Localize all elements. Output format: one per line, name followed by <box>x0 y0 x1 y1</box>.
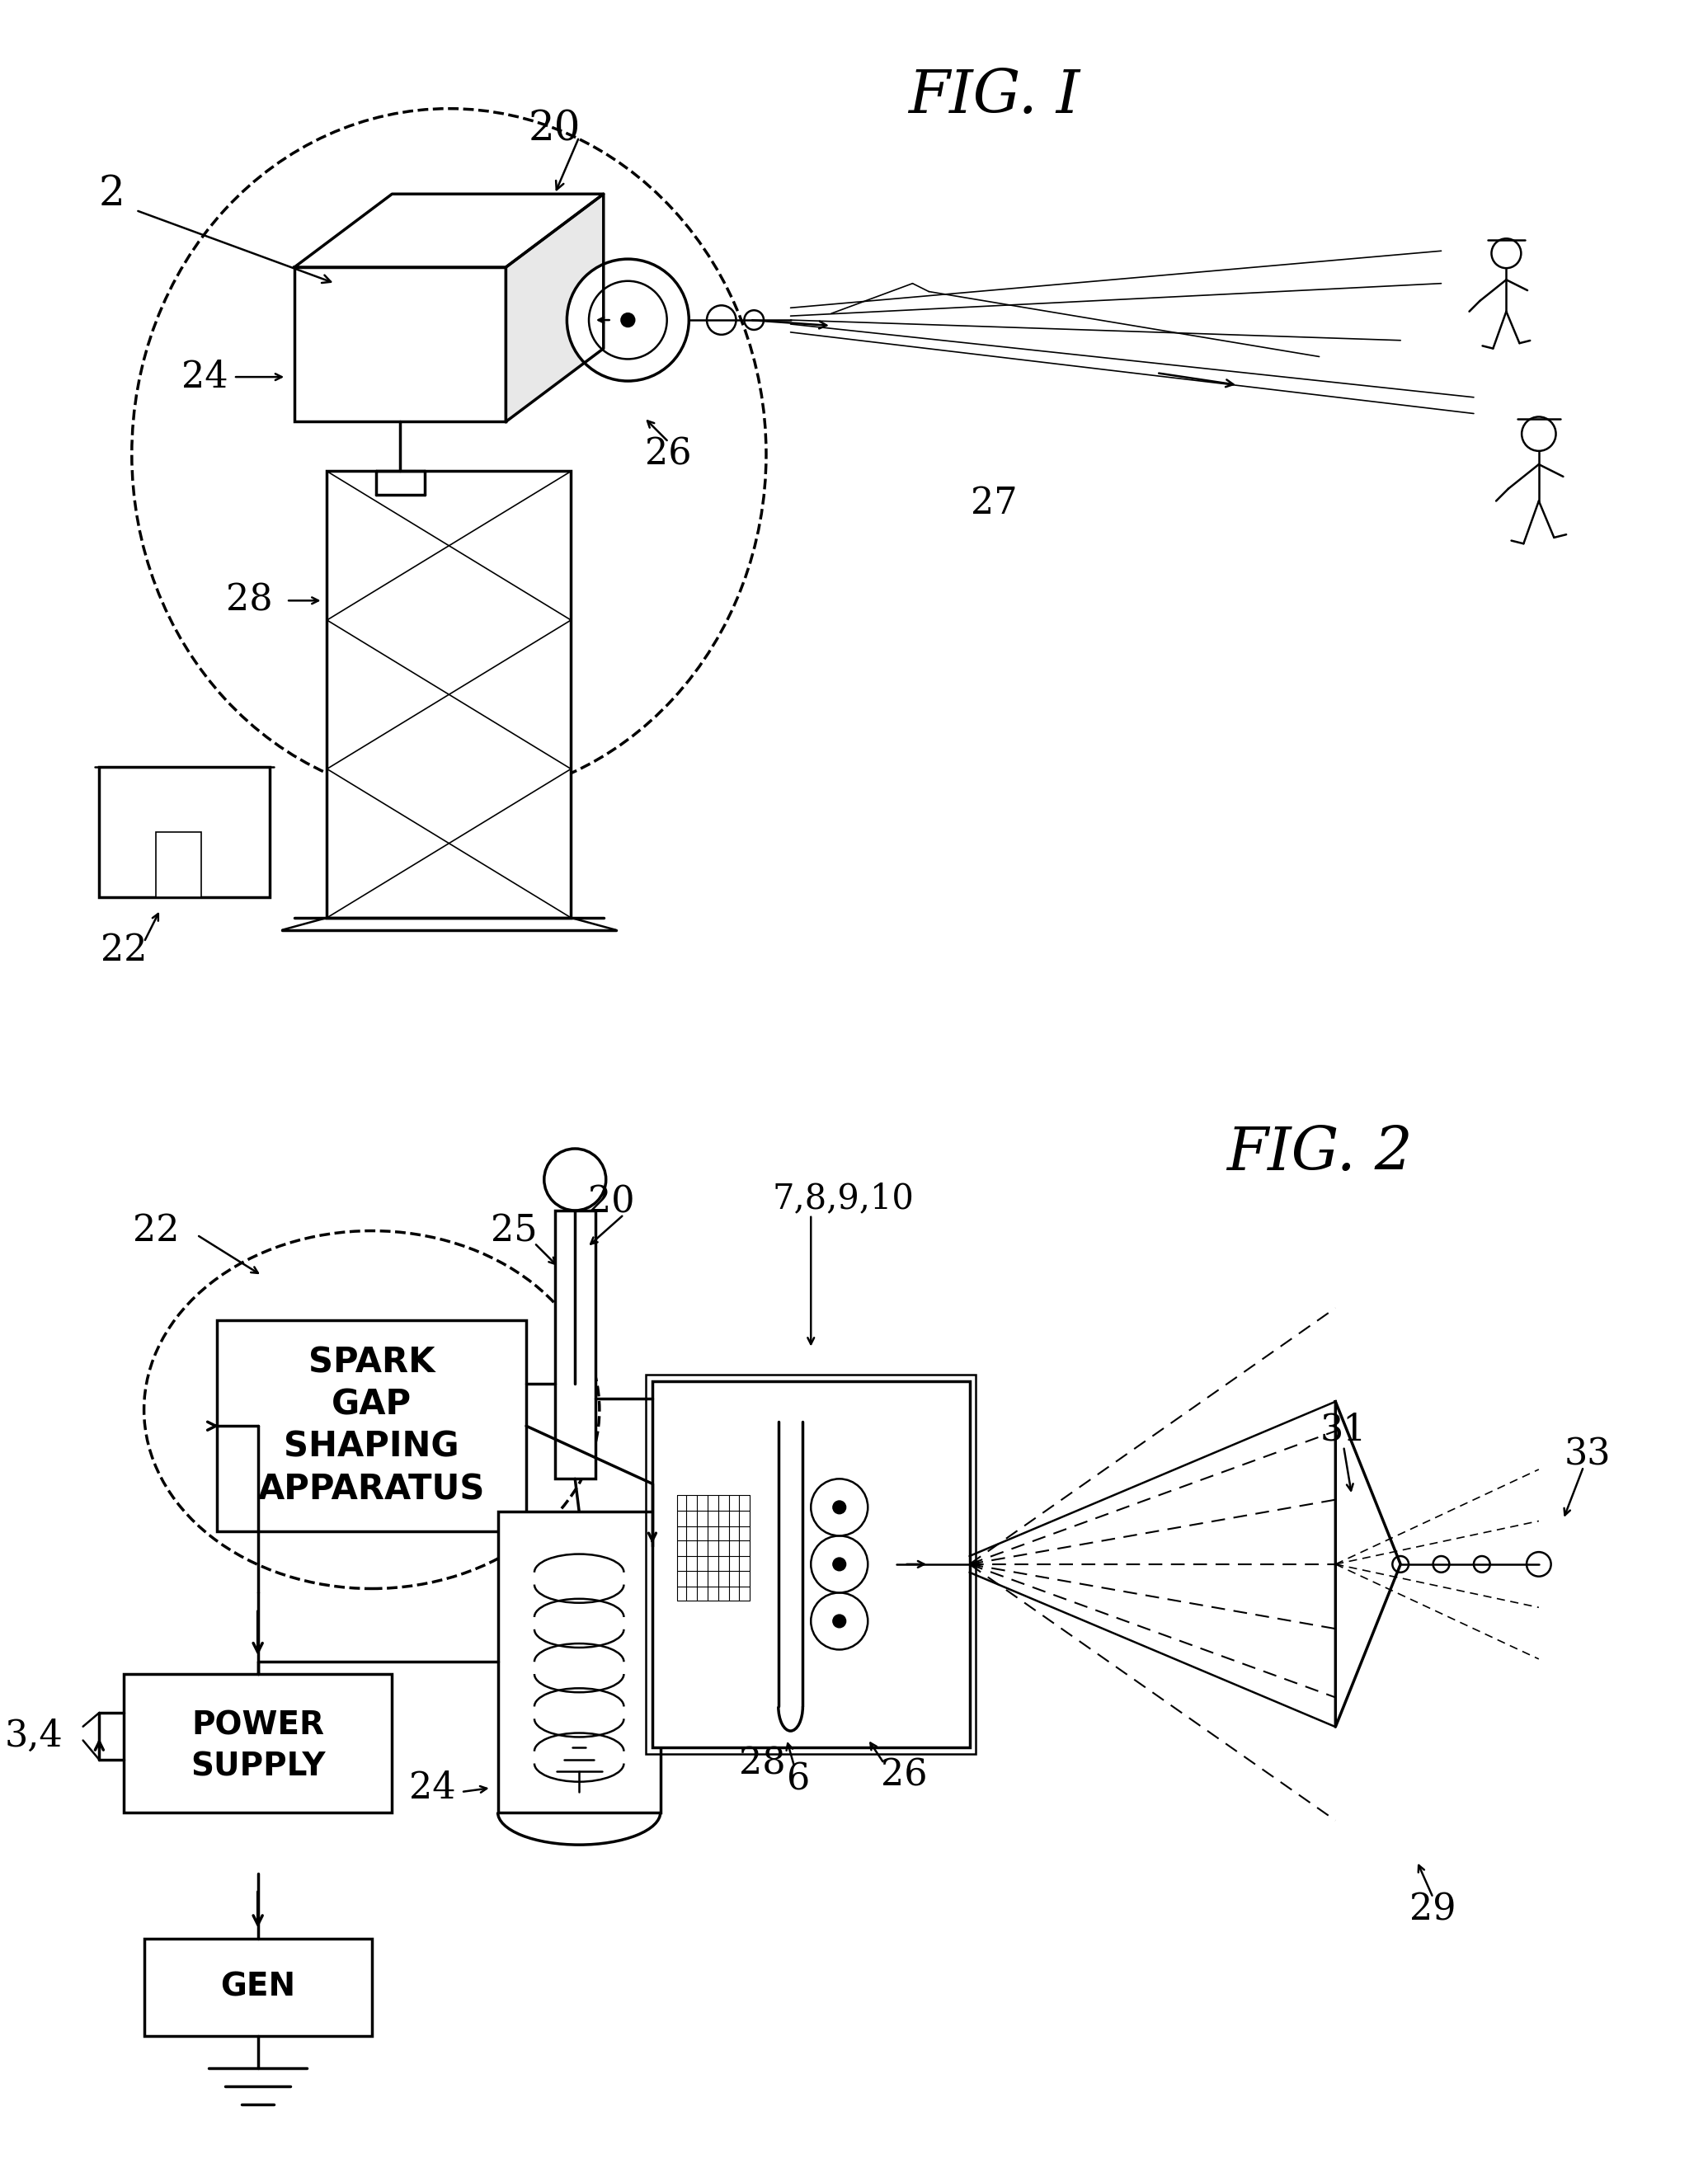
Text: 22: 22 <box>101 932 147 969</box>
Circle shape <box>707 305 736 335</box>
Text: POWER: POWER <box>191 1709 325 1742</box>
Circle shape <box>545 1149 606 1210</box>
Text: 7,8,9,10: 7,8,9,10 <box>772 1180 914 1215</box>
Bar <box>155 832 202 897</box>
Text: 6: 6 <box>787 1761 810 1798</box>
Text: 27: 27 <box>970 485 1018 520</box>
Circle shape <box>1527 1552 1551 1576</box>
Circle shape <box>1474 1557 1489 1572</box>
Circle shape <box>834 1500 845 1513</box>
Polygon shape <box>506 194 603 422</box>
Circle shape <box>622 313 634 327</box>
Text: APPARATUS: APPARATUS <box>258 1472 485 1506</box>
Circle shape <box>1433 1557 1450 1572</box>
Circle shape <box>1491 239 1522 268</box>
Text: 22: 22 <box>133 1213 179 1250</box>
Bar <box>326 470 570 919</box>
Bar <box>143 1938 372 2035</box>
Text: 20: 20 <box>588 1184 635 1219</box>
Text: FIG. I: FIG. I <box>909 67 1079 126</box>
Text: 31: 31 <box>1320 1413 1366 1448</box>
Text: 24: 24 <box>410 1770 456 1805</box>
Text: 28: 28 <box>740 1746 786 1781</box>
Circle shape <box>811 1594 868 1650</box>
Circle shape <box>567 259 688 381</box>
Bar <box>217 1319 526 1533</box>
Text: SUPPLY: SUPPLY <box>190 1750 325 1783</box>
Text: 2: 2 <box>99 174 125 213</box>
Text: 20: 20 <box>528 109 581 150</box>
Bar <box>294 268 506 422</box>
Circle shape <box>1522 416 1556 451</box>
Circle shape <box>811 1478 868 1535</box>
Text: 28: 28 <box>227 583 273 618</box>
Circle shape <box>589 281 666 359</box>
Circle shape <box>834 1559 845 1572</box>
Text: 3,4: 3,4 <box>5 1718 63 1755</box>
Text: 26: 26 <box>646 435 692 472</box>
Bar <box>646 1374 975 1755</box>
Text: 24: 24 <box>181 359 229 394</box>
Polygon shape <box>294 194 603 268</box>
Circle shape <box>745 311 763 329</box>
Circle shape <box>811 1535 868 1594</box>
Bar <box>123 1674 393 1811</box>
Text: 26: 26 <box>881 1757 927 1794</box>
Circle shape <box>834 1615 845 1628</box>
Text: GEN: GEN <box>220 1972 295 2003</box>
Text: FIG. 2: FIG. 2 <box>1226 1126 1413 1182</box>
Text: 29: 29 <box>1409 1892 1457 1927</box>
Bar <box>555 1210 596 1478</box>
Text: 33: 33 <box>1565 1437 1611 1472</box>
Bar <box>497 1511 661 1811</box>
Bar <box>652 1380 970 1748</box>
Text: SHAPING: SHAPING <box>284 1430 459 1465</box>
Bar <box>99 766 270 897</box>
Circle shape <box>1392 1557 1409 1572</box>
Text: GAP: GAP <box>331 1387 412 1422</box>
Text: SPARK: SPARK <box>309 1345 436 1380</box>
Text: 25: 25 <box>490 1213 538 1250</box>
